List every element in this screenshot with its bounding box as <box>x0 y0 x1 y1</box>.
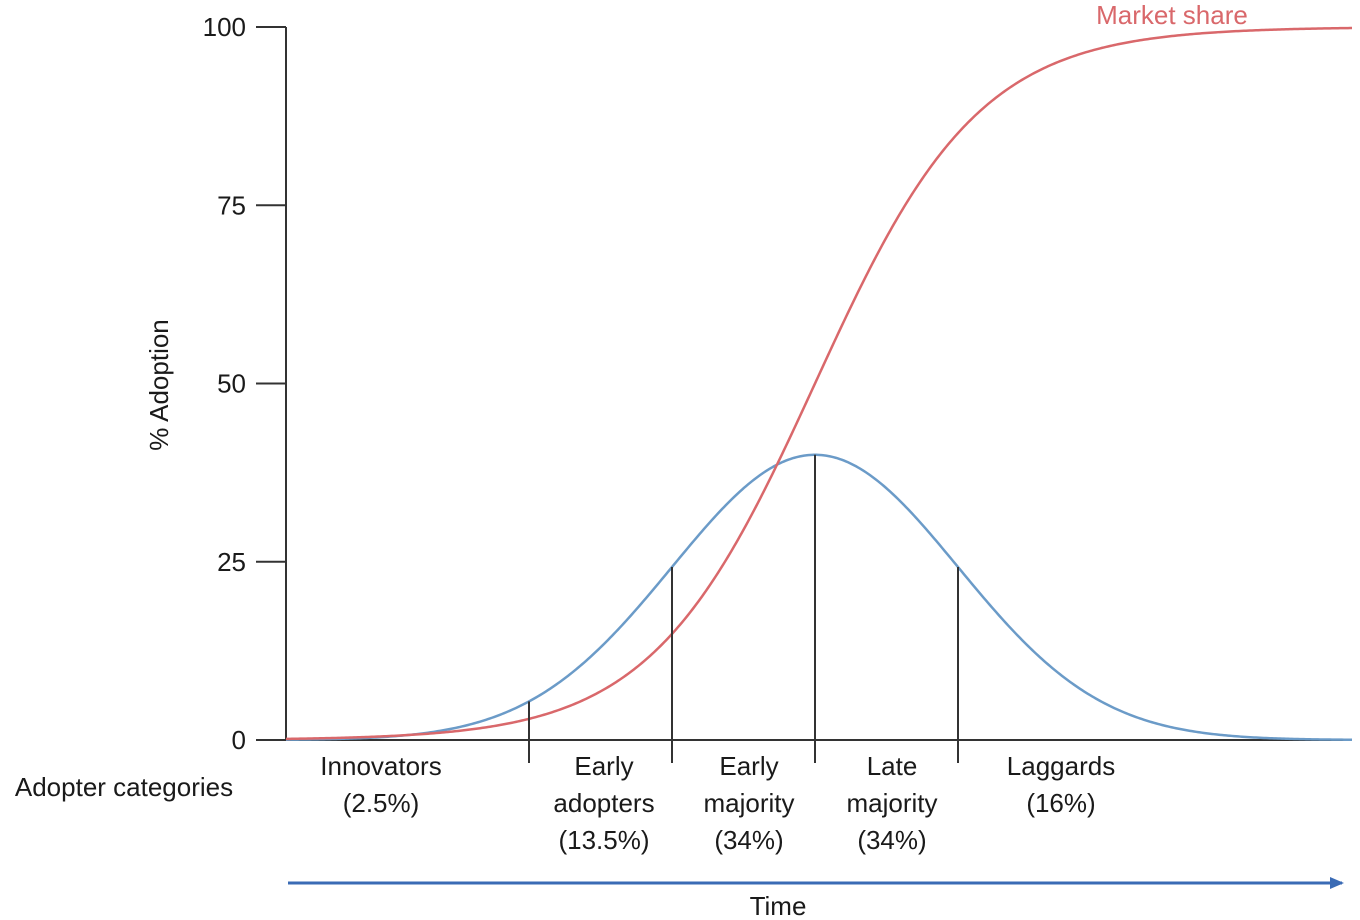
y-tick-label: 100 <box>203 12 246 42</box>
category-label-line: Early <box>719 751 778 781</box>
category-label-line: (34%) <box>857 825 926 855</box>
category-label-line: majority <box>703 788 794 818</box>
category-labels: Innovators (2.5%)Early adopters (13.5%)Earl… <box>320 751 1115 855</box>
y-tick-label: 0 <box>232 725 246 755</box>
category-label-line: (2.5%) <box>343 788 420 818</box>
category-label-line: (13.5%) <box>558 825 649 855</box>
category-label-line: Early <box>574 751 633 781</box>
time-axis-label: Time <box>750 891 807 920</box>
category-label: Early adopters (13.5%) <box>553 751 654 855</box>
market-share-curve <box>285 26 1353 741</box>
y-ticks: 0 25 50 75 100 <box>203 12 286 755</box>
category-label-line: Late <box>867 751 918 781</box>
market-share-series-label: Market share <box>1096 0 1248 30</box>
adopter-categories-heading: Adopter categories <box>15 772 233 802</box>
y-tick-label: 25 <box>217 547 246 577</box>
adoption-bell-curve <box>285 453 1353 741</box>
y-tick-label: 75 <box>217 190 246 220</box>
y-axis-label: % Adoption <box>144 319 174 451</box>
category-label-line: majority <box>846 788 937 818</box>
category-label-line: Laggards <box>1007 751 1115 781</box>
category-label: Innovators (2.5%) <box>320 751 441 818</box>
category-label: Laggards (16%) <box>1007 751 1115 818</box>
y-tick-label: 50 <box>217 369 246 399</box>
category-label-line: (16%) <box>1026 788 1095 818</box>
category-label-line: (34%) <box>714 825 783 855</box>
category-dividers <box>528 454 959 763</box>
category-label-line: adopters <box>553 788 654 818</box>
category-label: Late majority (34%) <box>846 751 937 855</box>
category-label: Early majority (34%) <box>703 751 794 855</box>
category-label-line: Innovators <box>320 751 441 781</box>
